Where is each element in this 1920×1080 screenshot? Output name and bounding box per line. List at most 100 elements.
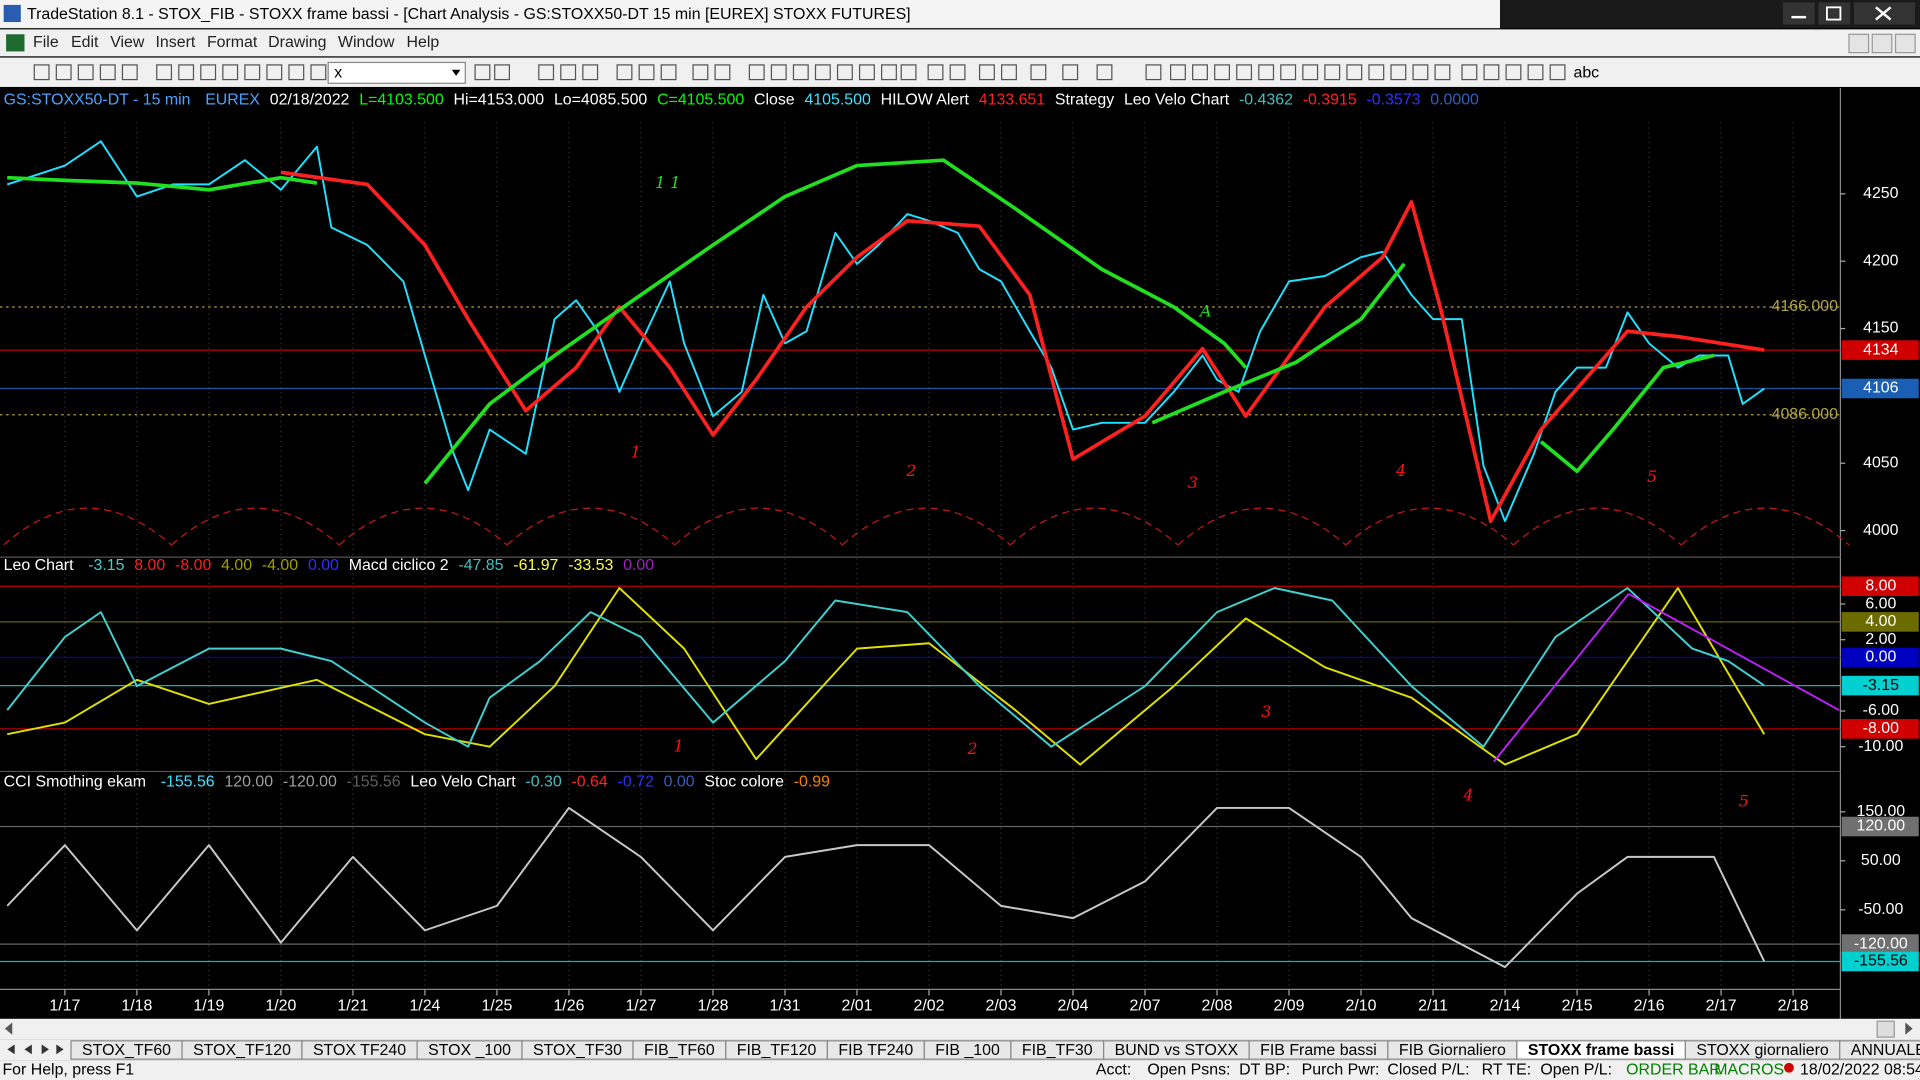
menu-item[interactable]: Insert xyxy=(156,34,196,51)
toolbar-icon[interactable] xyxy=(1030,64,1047,81)
tab-label[interactable]: FIB Frame bassi xyxy=(1260,1042,1377,1059)
toolbar-icon[interactable] xyxy=(1346,64,1363,81)
toolbar-icon[interactable] xyxy=(33,64,50,81)
toolbar-icon[interactable] xyxy=(792,64,809,81)
toolbar-icon[interactable] xyxy=(1096,64,1113,81)
toolbar-icon[interactable] xyxy=(1324,64,1341,81)
menu-item[interactable]: View xyxy=(110,34,145,51)
tab-label[interactable]: STOX TF240 xyxy=(313,1042,406,1059)
toolbar-icon[interactable] xyxy=(714,64,731,81)
toolbar-icon[interactable] xyxy=(222,64,239,81)
scroll-left[interactable] xyxy=(4,1022,13,1035)
toolbar-icon[interactable] xyxy=(1214,64,1230,81)
window-controls[interactable] xyxy=(1782,2,1916,25)
tab-label[interactable]: STOX_TF120 xyxy=(193,1042,291,1059)
toolbar-icon[interactable] xyxy=(538,64,555,81)
menu-item[interactable]: Format xyxy=(207,34,258,51)
toolbar-icon[interactable] xyxy=(770,64,787,81)
tab-label[interactable]: STOX_TF30 xyxy=(533,1042,622,1059)
mdi-close[interactable] xyxy=(1894,33,1916,54)
toolbar-icon[interactable] xyxy=(1062,64,1079,81)
toolbar-icon[interactable] xyxy=(1549,64,1566,81)
status-item: -4.00 xyxy=(262,557,298,574)
toolbar-icon[interactable] xyxy=(858,64,875,81)
scroll-right[interactable] xyxy=(1905,1022,1913,1035)
menu-item[interactable]: Window xyxy=(338,34,395,51)
toolbar-icon[interactable] xyxy=(660,64,677,81)
toolbar-icon[interactable] xyxy=(582,64,599,81)
annotation: 1 xyxy=(631,443,641,462)
toolbar-icon[interactable] xyxy=(1258,64,1275,81)
toolbar-icon[interactable] xyxy=(1390,64,1407,81)
toolbar-icon[interactable] xyxy=(1170,64,1186,81)
symbol-box[interactable] xyxy=(327,61,466,84)
mdi-controls[interactable] xyxy=(1848,33,1916,54)
toolbar-icon[interactable] xyxy=(121,64,138,81)
x-tick-label: 2/02 xyxy=(914,998,945,1015)
tab-label[interactable]: ANNUALE Indici xyxy=(1851,1042,1920,1059)
maximize-button[interactable] xyxy=(1818,2,1851,25)
tab-label[interactable]: BUND vs STOXX xyxy=(1115,1042,1239,1059)
toolbar-icon[interactable] xyxy=(77,64,94,81)
tab-label[interactable]: STOX_TF60 xyxy=(82,1042,171,1059)
tab-label[interactable]: FIB TF240 xyxy=(838,1042,913,1059)
toolbar-icon[interactable] xyxy=(836,64,853,81)
toolbar-icon[interactable] xyxy=(692,64,709,81)
y-tick-label: 4050 xyxy=(1863,454,1899,471)
toolbar-icon[interactable] xyxy=(978,64,995,81)
tab-label[interactable]: FIB_TF120 xyxy=(737,1042,817,1059)
menu-item[interactable]: Drawing xyxy=(268,34,326,51)
toolbar-icon[interactable] xyxy=(1280,64,1297,81)
toolbar-icon[interactable] xyxy=(200,64,217,81)
toolbar-icon[interactable] xyxy=(1368,64,1385,81)
minimize-button[interactable] xyxy=(1782,2,1815,25)
toolbar-icon[interactable] xyxy=(1461,64,1478,81)
toolbar-icon[interactable] xyxy=(1505,64,1522,81)
tab-label[interactable]: STOXX giornaliero xyxy=(1696,1042,1828,1059)
toolbar-icon[interactable] xyxy=(881,64,897,81)
scrollbar[interactable] xyxy=(0,1018,1920,1040)
mdi-minimize[interactable] xyxy=(1848,33,1870,54)
tab-label[interactable]: FIB_TF60 xyxy=(644,1042,715,1059)
toolbar-icon[interactable] xyxy=(244,64,261,81)
toolbar-icon[interactable] xyxy=(1302,64,1319,81)
toolbar-icon[interactable] xyxy=(1434,64,1451,81)
toolbar-icon[interactable] xyxy=(494,64,510,81)
tab-label[interactable]: STOX _100 xyxy=(428,1042,511,1059)
toolbar-icon[interactable] xyxy=(1412,64,1429,81)
toolbar-icon[interactable] xyxy=(638,64,655,81)
text-tool[interactable]: abc xyxy=(1573,65,1599,82)
toolbar-icon[interactable] xyxy=(1483,64,1500,81)
toolbar-icon[interactable] xyxy=(474,64,491,81)
tab-label[interactable]: STOXX frame bassi xyxy=(1528,1042,1674,1059)
toolbar-icon[interactable] xyxy=(1192,64,1208,81)
toolbar-icon[interactable] xyxy=(900,64,917,81)
tab-label[interactable]: FIB _100 xyxy=(935,1042,1000,1059)
scroll-thumb[interactable] xyxy=(1876,1020,1895,1038)
toolbar-icon[interactable] xyxy=(1527,64,1544,81)
toolbar-icon[interactable] xyxy=(156,64,173,81)
toolbar-icon[interactable] xyxy=(1001,64,1017,81)
toolbar-icon[interactable] xyxy=(949,64,966,81)
mdi-restore[interactable] xyxy=(1871,33,1893,54)
tab-label[interactable]: FIB_TF30 xyxy=(1022,1042,1093,1059)
tab[interactable] xyxy=(1839,1040,1920,1060)
menu-item[interactable]: Help xyxy=(407,34,440,51)
toolbar-icon[interactable] xyxy=(616,64,633,81)
toolbar-icon[interactable] xyxy=(1236,64,1253,81)
toolbar-icon[interactable] xyxy=(55,64,72,81)
y-tick-label: -3.15 xyxy=(1863,677,1899,694)
toolbar-icon[interactable] xyxy=(178,64,195,81)
menu-item[interactable]: File xyxy=(33,34,59,51)
toolbar-icon[interactable] xyxy=(99,64,116,81)
toolbar-icon[interactable] xyxy=(560,64,577,81)
toolbar-icon[interactable] xyxy=(288,64,305,81)
toolbar-icon[interactable] xyxy=(927,64,944,81)
toolbar-icon[interactable] xyxy=(1145,64,1162,81)
menu-item[interactable]: Edit xyxy=(71,34,99,51)
toolbar-icon[interactable] xyxy=(748,64,765,81)
toolbar-icon[interactable] xyxy=(266,64,283,81)
toolbar-icon[interactable] xyxy=(310,64,327,81)
toolbar-icon[interactable] xyxy=(814,64,831,81)
tab-label[interactable]: FIB Giornaliero xyxy=(1399,1042,1506,1059)
